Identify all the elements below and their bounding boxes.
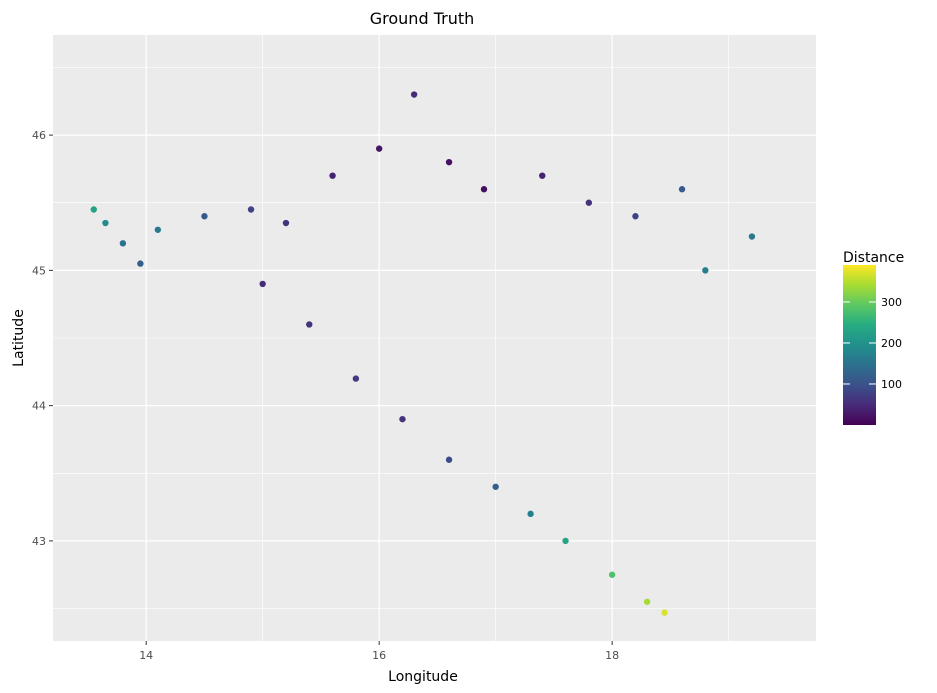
scatter-point [282,219,290,227]
scatter-point [102,219,109,227]
colorbar-tick-label: 200 [881,337,902,350]
scatter-point [201,213,208,220]
y-tick-label: 46 [32,129,46,142]
scatter-point [492,483,499,490]
scatter-point [527,510,534,518]
scatter-point [678,186,686,193]
colorbar-tick-label: 300 [881,296,902,309]
scatter-point [643,598,651,605]
scatter-point [702,267,709,274]
scatter-point [247,206,255,213]
scatter-point [562,537,569,545]
y-tick-label: 43 [32,535,46,548]
scatter-point [137,260,144,267]
scatter-point [410,91,418,98]
y-tick-label: 44 [32,400,46,413]
colorbar-title: Distance [843,250,904,266]
scatter-point [259,280,266,288]
x-tick-label: 16 [372,649,386,662]
scatter-point [585,199,593,206]
scatter-point [445,158,453,166]
chart-title: Ground Truth [370,9,475,28]
scatter-point [608,571,616,578]
y-tick-label: 45 [32,264,46,277]
scatter-point [632,213,639,220]
scatter-points [90,91,756,616]
x-axis-title: Longitude [388,669,458,685]
x-tick-label: 18 [605,649,619,662]
scatter-point [329,172,336,179]
colorbar-gradient [843,265,876,425]
y-axis-title: Latitude [11,309,27,367]
scatter-point [375,145,383,152]
scatter-point [399,415,406,423]
scatter-point [748,233,756,240]
scatter-point [480,186,488,193]
scatter-point [119,240,127,247]
scatter-point [352,375,360,382]
scatter-point [306,321,313,328]
plot-panel [53,35,816,641]
scatter-point [445,456,453,463]
colorbar-tick-label: 100 [881,378,902,391]
scatter-point [661,609,668,616]
x-tick-label: 14 [139,649,153,662]
scatter-point [154,226,162,233]
colorbar-legend: Distance 100 200 300 [843,250,904,425]
scatter-point [90,206,97,213]
scatter-point [539,172,546,179]
axes: 14 16 18 43 44 45 46 [32,129,619,662]
